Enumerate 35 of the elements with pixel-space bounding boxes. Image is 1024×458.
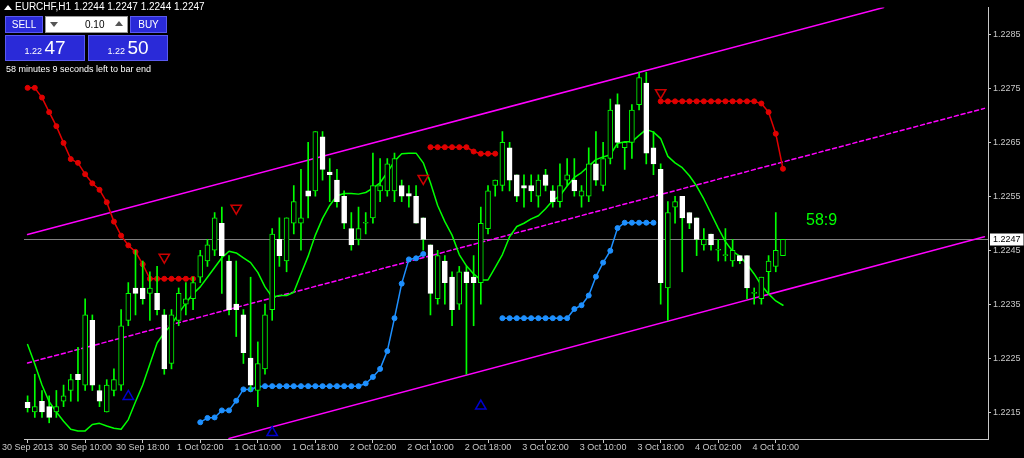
ref-line-label: 1.2247 (993, 233, 1021, 244)
annotation: 58 minutes 9 seconds left to bar end (6, 64, 152, 74)
y-tick-label: 1.2255 (993, 190, 1021, 201)
annotation: 1.22 (107, 46, 126, 56)
y-tick-label: 1.2215 (993, 406, 1021, 417)
y-tick-label: 1.2265 (993, 136, 1021, 147)
x-tick-label: 1 Oct 10:00 (234, 441, 282, 452)
x-tick-label: 3 Oct 10:00 (579, 441, 627, 452)
x-tick-label: 30 Sep 18:00 (115, 441, 170, 452)
y-tick-label: 1.2275 (993, 82, 1021, 93)
x-tick-label: 30 Sep 2013 (2, 441, 54, 452)
annotation: 50 (127, 37, 149, 58)
y-tick-label: 1.2285 (993, 28, 1021, 39)
x-tick-label: 1 Oct 02:00 (176, 441, 224, 452)
ask-price-box: 1.22 50 (88, 35, 168, 61)
y-tick-label: 1.2245 (993, 244, 1021, 255)
x-tick-label: 4 Oct 10:00 (752, 441, 800, 452)
y-tick-label: 1.2225 (993, 352, 1021, 363)
y-tick-label: 1.2235 (993, 298, 1021, 309)
annotation: 0.10 (85, 18, 105, 32)
x-tick-label: 2 Oct 18:00 (464, 441, 512, 452)
sell-button: SELL (5, 16, 43, 33)
buy-button: BUY (130, 16, 167, 33)
x-tick-label: 4 Oct 02:00 (694, 441, 742, 452)
x-tick-label: 30 Sep 10:00 (58, 441, 112, 452)
bid-price-box: 1.22 47 (5, 35, 85, 61)
x-tick-label: 3 Oct 18:00 (637, 441, 684, 452)
annotation: 58:9 (806, 211, 838, 229)
annotation: 1.22 (24, 46, 43, 56)
annotation: 47 (44, 37, 66, 58)
chart-title: EURCHF,H1 1.2244 1.2247 1.2244 1.2247 (15, 1, 205, 12)
x-tick-label: 2 Oct 10:00 (407, 441, 454, 452)
x-tick-label: 1 Oct 18:00 (292, 441, 339, 452)
x-tick-label: 2 Oct 02:00 (349, 441, 397, 452)
x-tick-label: 3 Oct 02:00 (522, 441, 569, 452)
